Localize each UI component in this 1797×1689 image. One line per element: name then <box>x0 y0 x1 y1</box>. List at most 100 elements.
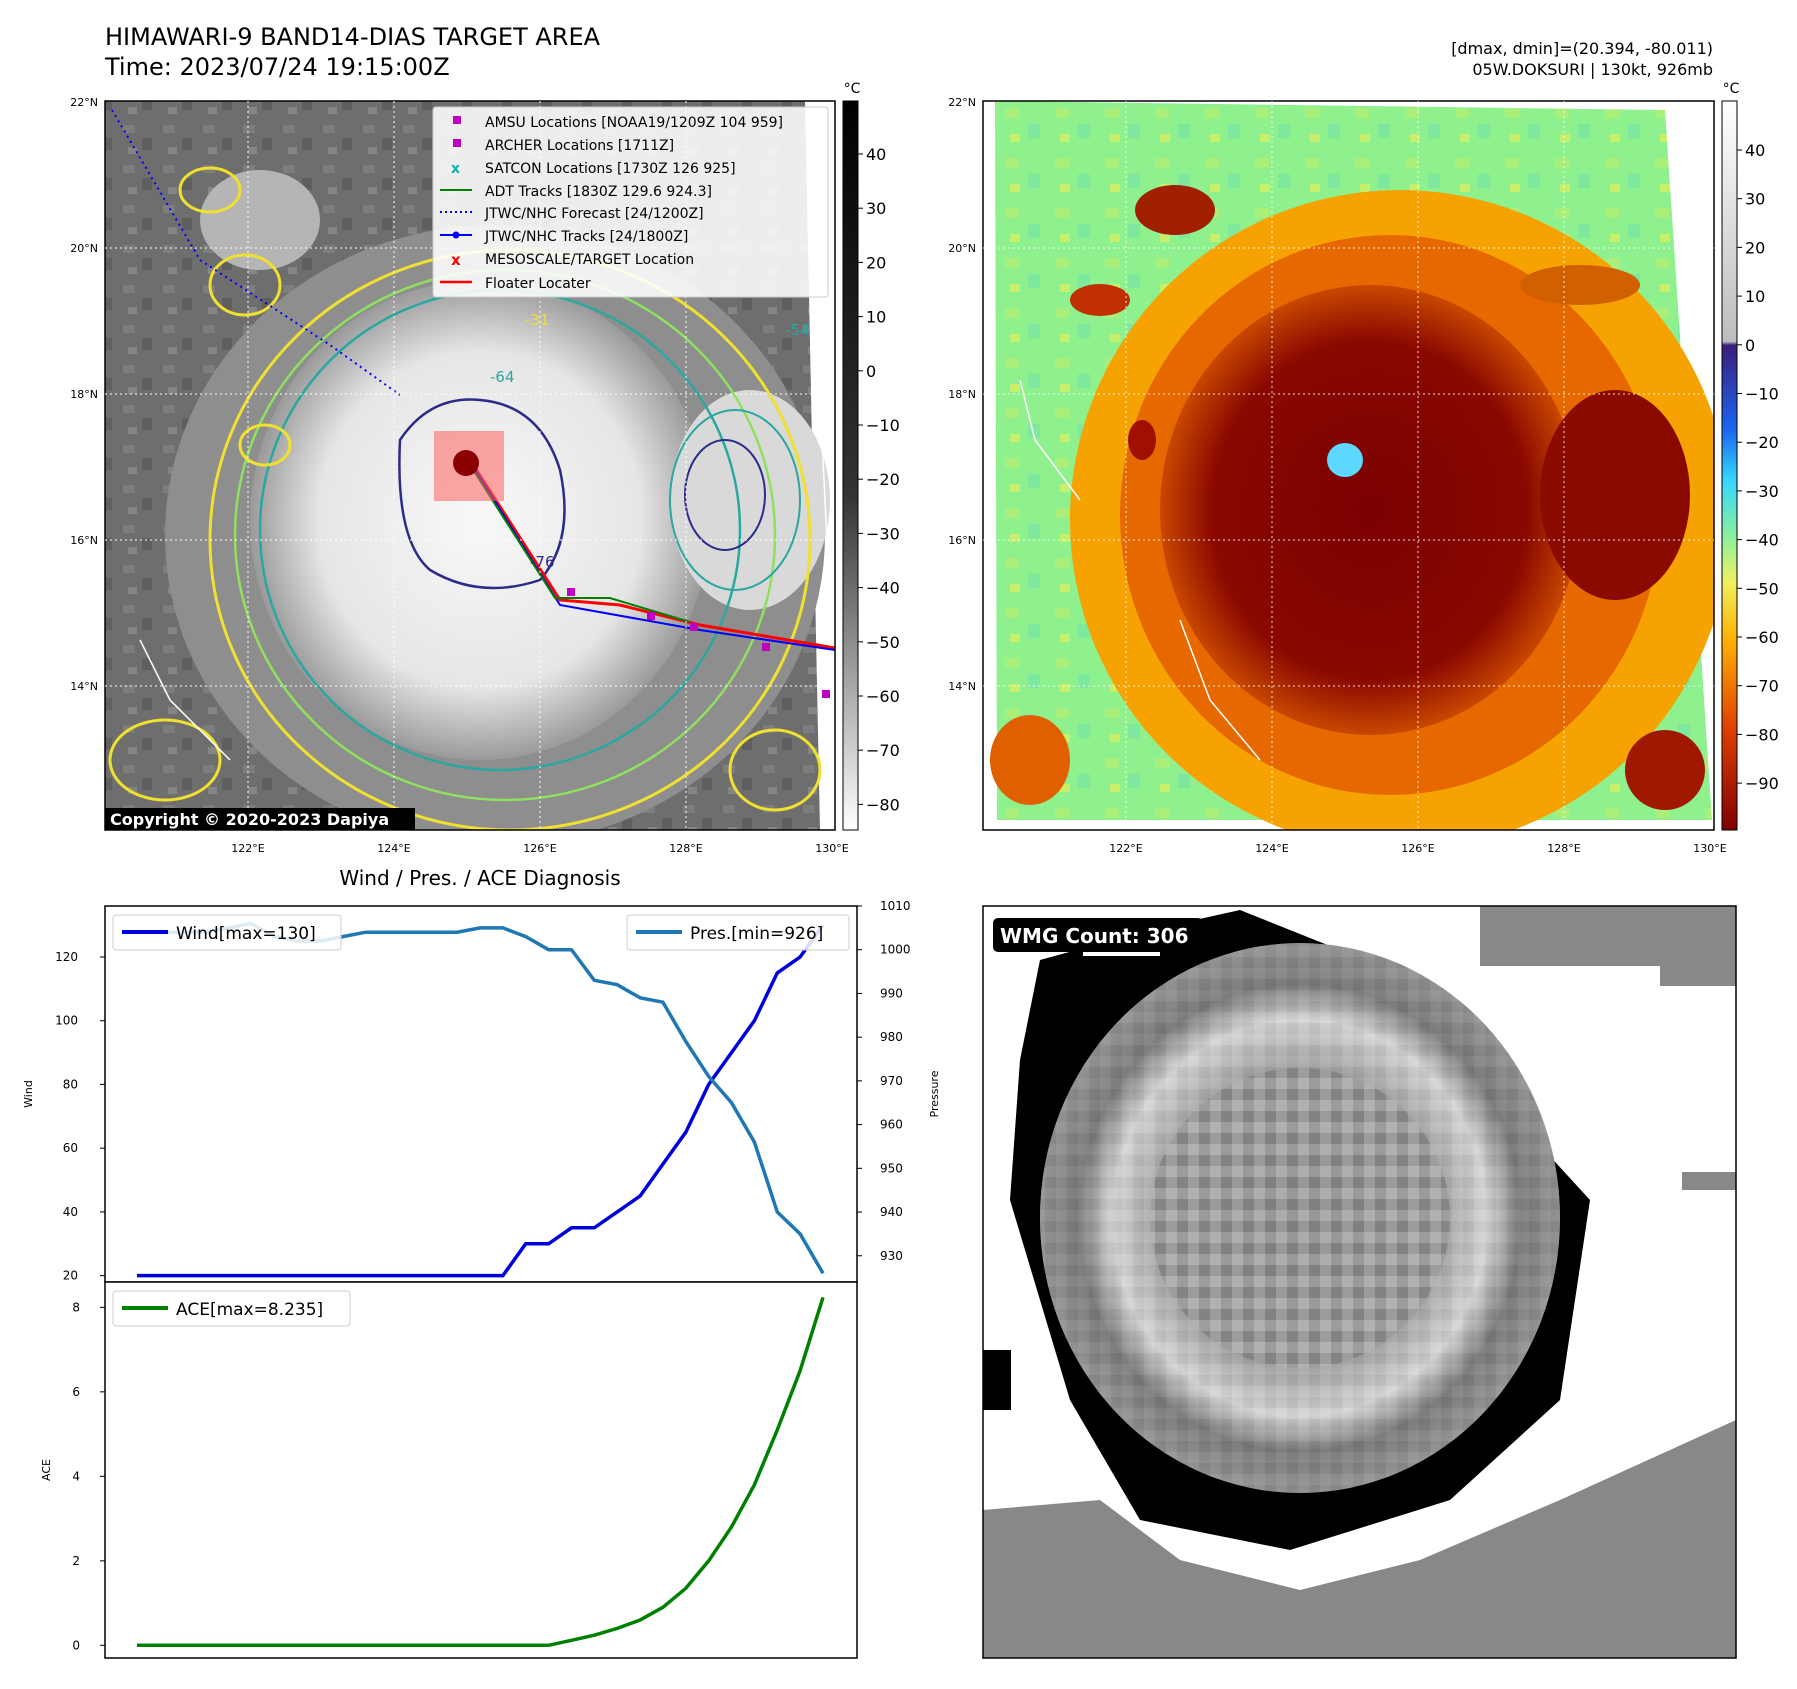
gray-colorbar-tick-label: 30 <box>866 199 886 218</box>
wind-plot-area <box>104 905 858 1283</box>
legend-marker-amsu <box>453 116 461 124</box>
color-colorbar-tick-label: −80 <box>1745 725 1779 744</box>
ace-axis-ticks: 0 2 4 6 8 <box>72 1300 105 1652</box>
wmg-panel: WMG Count: 306 <box>982 905 1737 1659</box>
legend-label-forecast: JTWC/NHC Forecast [24/1200Z] <box>484 206 704 222</box>
gray-colorbar-unit: °C <box>844 81 861 97</box>
gray-colorbar-tick-label: −60 <box>866 687 900 706</box>
color-colorbar-tick-label: −60 <box>1745 628 1779 647</box>
pressure-tick-label: 990 <box>880 986 903 1000</box>
color-colorbar-tick-label: 0 <box>1745 336 1755 355</box>
pressure-axis-label: Pressure <box>928 1070 941 1117</box>
color-colorbar-unit: °C <box>1723 81 1740 97</box>
gray-colorbar-tick-label: 0 <box>866 362 876 381</box>
dmax-dmin-label: [dmax, dmin]=(20.394, -80.011) <box>1451 39 1713 58</box>
svg-text:14°N: 14°N <box>70 680 98 693</box>
svg-text:14°N: 14°N <box>948 680 976 693</box>
color-colorbar-tick-label: −70 <box>1745 677 1779 696</box>
legend-label-archer: ARCHER Locations [1711Z] <box>485 138 674 154</box>
legend-label-amsu: AMSU Locations [NOAA19/1209Z 104 959] <box>485 115 783 131</box>
wind-legend-label: Wind[max=130] <box>176 924 316 944</box>
ace-series <box>137 1296 825 1648</box>
gray-colorbar-tick-label: −70 <box>866 741 900 760</box>
pressure-axis-ticks: 930 940 950 960 970 980 990 1000 1010 <box>857 899 911 1263</box>
wind-axis-ticks: 20 40 60 80 100 120 <box>55 950 105 1283</box>
svg-text:20°N: 20°N <box>948 242 976 255</box>
color-colorbar-tick-label: 30 <box>1745 190 1765 209</box>
svg-text:122°E: 122°E <box>1109 842 1142 855</box>
map-grayscale-lon-labels: 122°E 124°E 126°E 128°E 130°E <box>231 842 848 855</box>
color-colorbar-tick-label: −20 <box>1745 433 1779 452</box>
legend-marker-mesoscale: x <box>451 251 461 269</box>
gray-colorbar-tick-label: −10 <box>866 416 900 435</box>
pressure-tick-label: 960 <box>880 1118 903 1132</box>
gray-colorbar-ticks: 40 30 20 10 0 −10 −20 −30 −40 −50 −60 −70 −80 <box>858 145 900 814</box>
map-color-panel: 22°N 20°N 18°N 16°N 14°N 122°E 124°E 126… <box>948 81 1779 855</box>
color-colorbar-tick-label: 40 <box>1745 141 1765 160</box>
wind-pressure-chart: Wind / Pres. / ACE Diagnosis Wind Pressu… <box>22 866 941 1283</box>
legend-marker-satcon: x <box>451 161 460 177</box>
ace-axis-label: ACE <box>40 1459 53 1481</box>
gray-colorbar-tick-label: −50 <box>866 633 900 652</box>
gray-colorbar-tick-label: −30 <box>866 524 900 543</box>
wmg-count-badge <box>993 918 1203 952</box>
contour-label-64: -64 <box>490 368 515 386</box>
ace-tick-label: 2 <box>72 1554 80 1568</box>
legend-label-satcon: SATCON Locations [1730Z 126 925] <box>485 161 736 177</box>
map-color-lon-labels: 122°E 124°E 126°E 128°E 130°E <box>1109 842 1726 855</box>
pressure-legend: Pres.[min=926] <box>626 914 850 951</box>
gray-colorbar-tick-label: −80 <box>866 795 900 814</box>
wind-tick-label: 80 <box>63 1077 78 1091</box>
diagnosis-title: Wind / Pres. / ACE Diagnosis <box>339 866 620 890</box>
wind-axis-label: Wind <box>22 1080 35 1108</box>
gray-colorbar-tick-label: 40 <box>866 145 886 164</box>
color-colorbar-tick-label: −40 <box>1745 531 1779 550</box>
color-colorbar-tick-label: −50 <box>1745 579 1779 598</box>
svg-text:18°N: 18°N <box>948 388 976 401</box>
map-legend: AMSU Locations [NOAA19/1209Z 104 959] AR… <box>432 106 829 298</box>
ace-legend-label: ACE[max=8.235] <box>176 1300 323 1320</box>
wind-tick-label: 60 <box>63 1141 78 1155</box>
color-colorbar-tick-label: 10 <box>1745 287 1765 306</box>
wind-tick-label: 100 <box>55 1014 78 1028</box>
storm-info-label: 05W.DOKSURI | 130kt, 926mb <box>1472 60 1713 79</box>
color-colorbar <box>1721 100 1738 831</box>
gray-colorbar-tick-label: −20 <box>866 470 900 489</box>
pressure-tick-label: 1010 <box>880 899 911 913</box>
color-colorbar-tick-label: −10 <box>1745 385 1779 404</box>
ace-plot-area <box>104 1281 858 1659</box>
ace-legend: ACE[max=8.235] <box>112 1290 351 1327</box>
map-color-gridlines <box>983 101 1714 830</box>
figure-time: Time: 2023/07/24 19:15:00Z <box>104 53 450 81</box>
svg-text:130°E: 130°E <box>1693 842 1726 855</box>
svg-text:16°N: 16°N <box>70 534 98 547</box>
svg-text:122°E: 122°E <box>231 842 264 855</box>
svg-text:22°N: 22°N <box>70 96 98 109</box>
color-colorbar-tick-label: −90 <box>1745 774 1779 793</box>
map-grayscale-panel: -31 -54 -64 -76 Copyright © 2020-2023 Da… <box>70 81 900 855</box>
legend-marker-archer <box>453 139 461 147</box>
ace-series-line <box>137 1296 825 1648</box>
figure-title: HIMAWARI-9 BAND14-DIAS TARGET AREA <box>105 23 601 51</box>
svg-text:128°E: 128°E <box>669 842 702 855</box>
pressure-tick-label: 950 <box>880 1161 903 1175</box>
gray-colorbar-tick-label: −40 <box>866 579 900 598</box>
wind-tick-label: 40 <box>63 1205 78 1219</box>
svg-text:16°N: 16°N <box>948 534 976 547</box>
gray-colorbar-tick-label: 20 <box>866 253 886 272</box>
ace-chart: ACE 0 2 4 6 8 ACE[max=8.235] <box>40 1281 858 1659</box>
map-color-lat-labels: 22°N 20°N 18°N 16°N 14°N <box>948 96 976 693</box>
pressure-tick-label: 930 <box>880 1249 903 1263</box>
wmg-image <box>983 906 1736 1658</box>
svg-text:130°E: 130°E <box>815 842 848 855</box>
gray-colorbar <box>842 100 859 831</box>
legend-label-adt: ADT Tracks [1830Z 129.6 924.3] <box>485 184 712 200</box>
pressure-tick-label: 1000 <box>880 943 911 957</box>
pressure-tick-label: 980 <box>880 1030 903 1044</box>
map-grayscale-lat-labels: 22°N 20°N 18°N 16°N 14°N <box>70 96 98 693</box>
legend-label-floater: Floater Locater <box>485 276 591 292</box>
color-colorbar-ticks: 40 30 20 10 0 −10 −20 −30 −40 −50 −60 −70 −80 −90 <box>1737 141 1779 793</box>
svg-text:124°E: 124°E <box>1255 842 1288 855</box>
svg-text:22°N: 22°N <box>948 96 976 109</box>
